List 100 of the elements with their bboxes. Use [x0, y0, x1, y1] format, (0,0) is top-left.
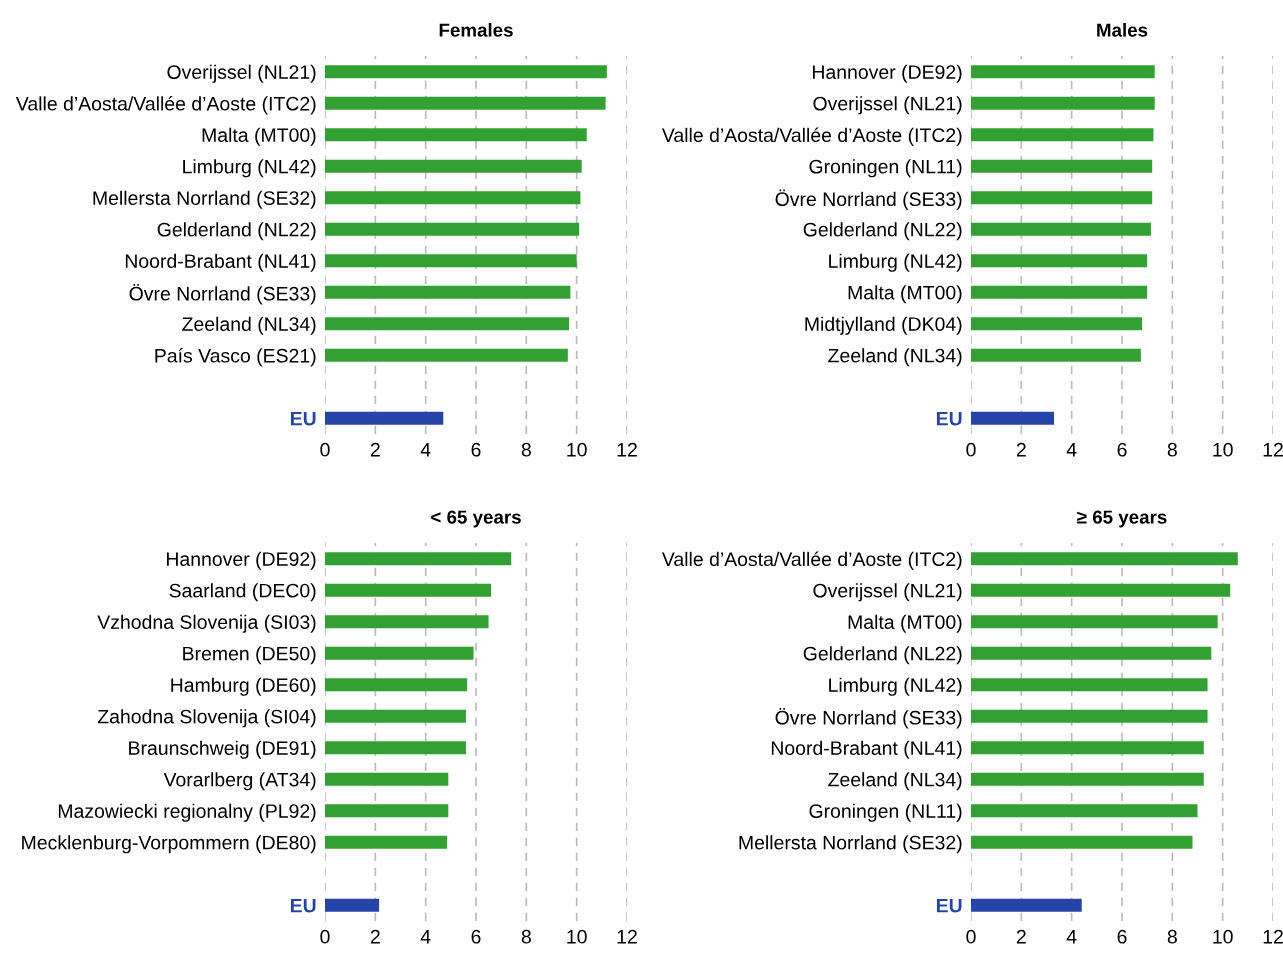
y-tick-label: Bremen (DE50) [183, 646, 316, 665]
y-tick-label: Braunschweig (DE91) [129, 740, 316, 759]
x-tick-label: 12 [617, 929, 637, 944]
bar [971, 65, 1155, 79]
y-tick-label: Zeeland (NL34) [828, 348, 962, 367]
x-tick-label: 0 [966, 929, 976, 944]
bar [325, 709, 466, 723]
y-tick-label: Valle d’Aosta/Vallée d’Aoste (ITC2) [661, 551, 962, 570]
bar [325, 835, 448, 849]
bar [971, 128, 1154, 142]
bar [971, 191, 1153, 205]
x-tick-label: 2 [1016, 442, 1026, 457]
bar [325, 348, 568, 362]
bar [325, 552, 512, 566]
x-tick-label: 8 [521, 442, 531, 457]
x-tick-label: 0 [320, 442, 330, 457]
bar [971, 835, 1193, 849]
y-tick-label: Malta (MT00) [848, 614, 962, 633]
bar [325, 254, 577, 268]
y-tick-label: Groningen (NL11) [809, 803, 962, 822]
x-tick-label: 2 [1016, 929, 1026, 944]
y-tick-label: Mazowiecki regionalny (PL92) [58, 803, 316, 822]
x-tick-label: 10 [1213, 442, 1233, 457]
bar [971, 222, 1151, 236]
y-tick-label: Mecklenburg-Vorpommern (DE80) [22, 835, 316, 854]
x-tick-label: 4 [1066, 443, 1077, 457]
bar [971, 583, 1231, 597]
x-tick-label: 10 [567, 442, 587, 457]
bar [325, 222, 580, 236]
y-tick-label: Övre Norrland (SE33) [775, 708, 962, 729]
y-tick-label: Limburg (NL42) [183, 159, 316, 178]
x-tick-label: 8 [521, 929, 531, 944]
chart-title: Males [1097, 22, 1148, 37]
y-tick-label: Gelderland (NL22) [803, 646, 962, 665]
y-tick-label: EU [936, 411, 962, 426]
y-tick-label: Gelderland (NL22) [157, 222, 316, 241]
bar [971, 317, 1143, 331]
bar [325, 411, 444, 425]
chart-title: ≥ 65 years [1077, 510, 1167, 528]
bar [325, 678, 468, 692]
y-tick-label: Malta (MT00) [848, 285, 962, 304]
x-tick-label: 10 [1213, 929, 1233, 944]
x-tick-label: 6 [1117, 442, 1127, 457]
y-tick-label: Hamburg (DE60) [171, 677, 316, 696]
bar [325, 128, 587, 142]
x-tick-label: 6 [471, 442, 481, 457]
bar [971, 552, 1238, 566]
y-tick-label: EU [290, 898, 316, 913]
y-tick-label: Vzhodna Slovenija (SI03) [97, 614, 316, 633]
bar [971, 254, 1148, 268]
y-tick-label: Valle d’Aosta/Vallée d’Aoste (ITC2) [15, 96, 316, 115]
bar [971, 411, 1055, 425]
y-tick-label: Noord-Brabant (NL41) [125, 253, 316, 272]
x-tick-label: 8 [1167, 929, 1177, 944]
bar [971, 96, 1155, 110]
bar [971, 741, 1204, 755]
bar [971, 285, 1148, 299]
bar [971, 159, 1153, 173]
y-tick-label: Mellersta Norrland (SE32) [93, 190, 316, 209]
bar [325, 772, 449, 786]
y-tick-label: Gelderland (NL22) [803, 222, 962, 241]
bar [325, 741, 466, 755]
x-tick-label: 6 [471, 929, 481, 944]
bar [971, 772, 1204, 786]
bar [971, 615, 1218, 629]
y-tick-label: Groningen (NL11) [809, 159, 962, 178]
y-tick-label: Hannover (DE92) [166, 551, 316, 570]
x-tick-label: 4 [420, 443, 431, 457]
x-tick-label: 4 [1066, 930, 1077, 944]
bar [325, 898, 380, 912]
x-tick-label: 10 [567, 929, 587, 944]
y-tick-label: Vorarlberg (AT34) [163, 772, 316, 791]
x-tick-label: 0 [966, 442, 976, 457]
x-tick-label: 0 [320, 929, 330, 944]
bar [325, 646, 474, 660]
y-tick-label: Limburg (NL42) [829, 253, 962, 272]
bar [971, 898, 1082, 912]
y-tick-label: Overijssel (NL21) [813, 96, 962, 115]
bar [325, 317, 570, 331]
y-tick-label: Malta (MT00) [202, 127, 316, 146]
y-tick-label: Hannover (DE92) [812, 64, 962, 83]
y-tick-label: Noord-Brabant (NL41) [771, 740, 962, 759]
y-tick-label: País Vasco (ES21) [155, 348, 316, 367]
y-tick-label: Limburg (NL42) [829, 677, 962, 696]
x-tick-label: 12 [1263, 442, 1283, 457]
bar [325, 615, 489, 629]
y-tick-label: Zahodna Slovenija (SI04) [97, 709, 316, 728]
x-tick-label: 2 [370, 442, 380, 457]
bar [325, 285, 571, 299]
x-tick-label: 12 [617, 442, 637, 457]
x-tick-label: 12 [1263, 929, 1283, 944]
x-tick-label: 8 [1167, 442, 1177, 457]
y-tick-label: Övre Norrland (SE33) [775, 189, 962, 210]
y-tick-label: Valle d’Aosta/Vallée d’Aoste (ITC2) [661, 127, 962, 146]
x-tick-label: 6 [1117, 929, 1127, 944]
y-tick-label: Saarland (DEC0) [169, 583, 316, 602]
y-tick-label: Zeeland (NL34) [828, 772, 962, 791]
chart-title: Females [439, 22, 513, 37]
bar [325, 804, 449, 818]
y-tick-label: EU [936, 898, 962, 913]
